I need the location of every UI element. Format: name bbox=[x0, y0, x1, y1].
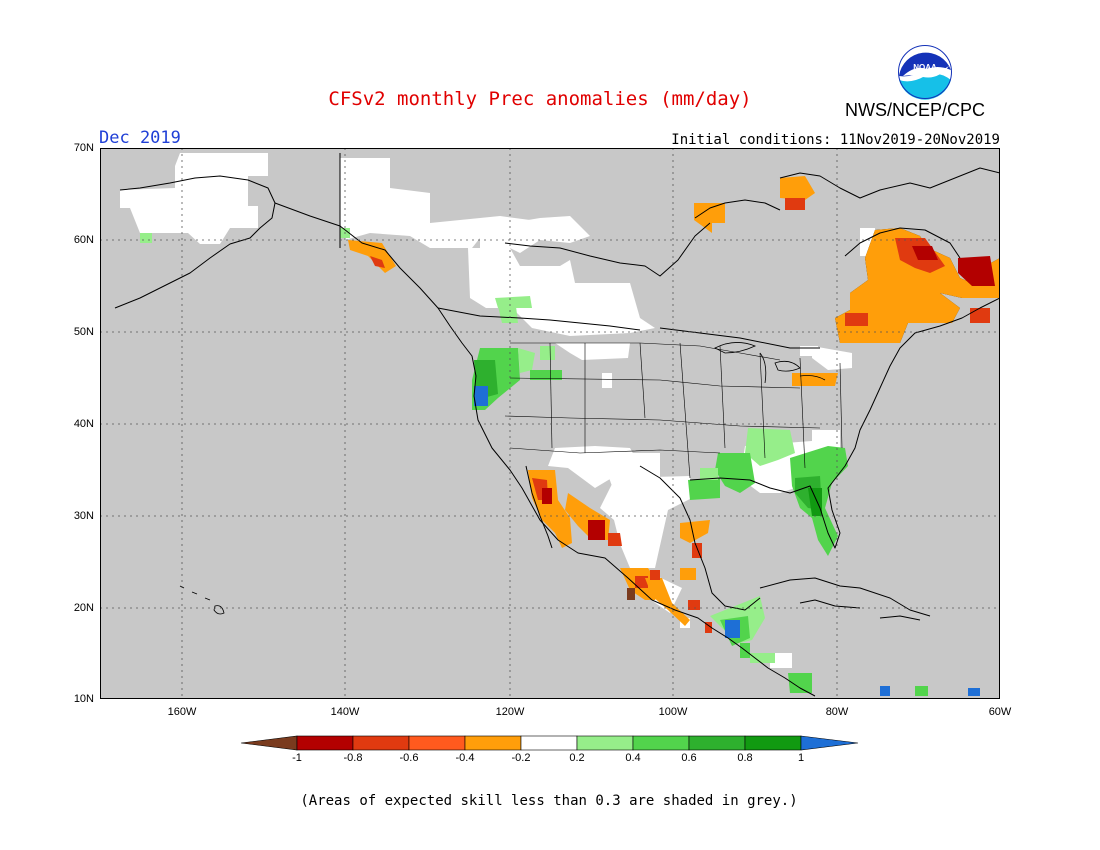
precip-anomaly-map bbox=[100, 148, 1000, 699]
lon-label-100w: 100W bbox=[658, 706, 688, 718]
lat-label-40n: 40N bbox=[73, 418, 94, 430]
lat-label-10n: 10N bbox=[73, 693, 94, 705]
colorbar-label: -0.2 bbox=[511, 752, 531, 764]
forecast-month: Dec 2019 bbox=[99, 128, 181, 148]
noaa-logo: NOAA bbox=[894, 41, 956, 103]
state-borders bbox=[504, 342, 843, 479]
colorbar-right-arrow bbox=[800, 735, 859, 751]
lat-label-60n: 60N bbox=[73, 234, 94, 246]
colorbar-bin bbox=[296, 735, 354, 751]
colorbar-bin bbox=[632, 735, 690, 751]
colorbar-bin bbox=[408, 735, 466, 751]
lat-lon-grid bbox=[100, 148, 1000, 699]
great-lakes bbox=[714, 342, 826, 384]
colorbar-left-arrow bbox=[240, 735, 298, 751]
colorbar-label: 0.8 bbox=[737, 752, 753, 764]
lat-label-30n: 30N bbox=[73, 510, 94, 522]
colorbar-label: 0.6 bbox=[681, 752, 697, 764]
map-frame bbox=[100, 148, 1000, 699]
colorbar-label: 0.4 bbox=[625, 752, 641, 764]
colorbar-label: -0.6 bbox=[399, 752, 419, 764]
lat-label-20n: 20N bbox=[73, 602, 94, 614]
agency-label: NWS/NCEP/CPC bbox=[845, 100, 986, 120]
colorbar-label: 1 bbox=[797, 752, 805, 764]
lon-label-80w: 80W bbox=[825, 706, 849, 718]
lat-label-50n: 50N bbox=[73, 326, 94, 338]
skill-footnote: (Areas of expected skill less than 0.3 a… bbox=[300, 793, 798, 809]
lon-label-120w: 120W bbox=[495, 706, 525, 718]
colorbar-label: 0.2 bbox=[569, 752, 585, 764]
lon-label-140w: 140W bbox=[330, 706, 360, 718]
lat-label-70n: 70N bbox=[73, 142, 94, 154]
colorbar-bin bbox=[352, 735, 410, 751]
colorbar-label: -0.8 bbox=[343, 752, 363, 764]
colorbar-label: -1 bbox=[292, 752, 302, 764]
colorbar-bin bbox=[576, 735, 634, 751]
lon-label-60w: 60W bbox=[988, 706, 1012, 718]
colorbar-label: -0.4 bbox=[455, 752, 475, 764]
dry-anomalies bbox=[348, 176, 1000, 633]
map-title: CFSv2 monthly Prec anomalies (mm/day) bbox=[328, 88, 752, 110]
initial-conditions: Initial conditions: 11Nov2019-20Nov2019 bbox=[671, 132, 1000, 148]
wet-anomalies bbox=[140, 228, 980, 696]
lon-label-160w: 160W bbox=[167, 706, 197, 718]
near-normal-areas bbox=[120, 153, 875, 668]
colorbar-bin bbox=[464, 735, 522, 751]
logo-text: NOAA bbox=[913, 63, 937, 72]
colorbar-bin bbox=[688, 735, 746, 751]
colorbar-bin bbox=[520, 735, 578, 751]
colorbar-bin bbox=[744, 735, 802, 751]
colorbar bbox=[240, 735, 859, 751]
